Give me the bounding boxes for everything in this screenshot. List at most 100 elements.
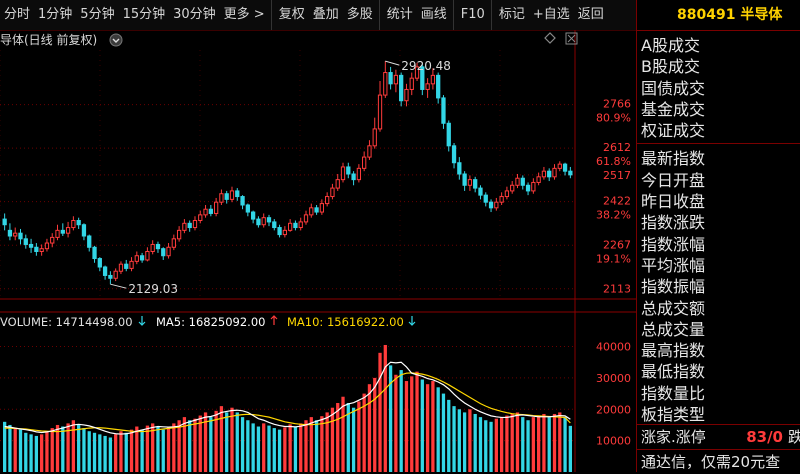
- candle: [266, 214, 272, 227]
- candle: [124, 259, 129, 272]
- toolbar-item-7[interactable]: 叠加: [312, 7, 339, 22]
- candle: [504, 186, 510, 200]
- volume-bar: [277, 429, 282, 472]
- volume-bar: [124, 432, 128, 472]
- volume-bar: [547, 417, 551, 472]
- low-label: 2129.03: [128, 282, 178, 296]
- volume-bar: [156, 426, 160, 472]
- toolbar-item-9[interactable]: 统计: [378, 0, 417, 30]
- candle: [473, 176, 478, 193]
- toolbar-item-5[interactable]: 更多 >: [223, 7, 265, 22]
- volume-bar: [484, 420, 488, 472]
- volume-bar: [510, 413, 514, 472]
- volume-bar: [563, 417, 567, 472]
- toolbar-item-8[interactable]: 多股: [346, 7, 373, 22]
- candle: [552, 164, 557, 180]
- ma5-line: [4, 361, 571, 435]
- candle: [547, 168, 552, 182]
- volume-bar: [151, 423, 155, 472]
- volume-bar: [135, 426, 139, 472]
- candle: [235, 188, 240, 201]
- candle: [293, 220, 298, 231]
- volume-bar: [478, 417, 483, 472]
- candle: [166, 243, 171, 259]
- limit-row: 涨家.涨停 83/0 跌: [637, 424, 800, 449]
- volume-bar: [388, 365, 393, 472]
- up-arrow-icon: [270, 315, 278, 325]
- toolbar-item-6[interactable]: 复权: [270, 0, 309, 30]
- candle: [562, 162, 568, 176]
- volume-bar: [336, 403, 340, 472]
- volume-bar: [251, 423, 255, 472]
- toolbar-item-12[interactable]: 标记: [490, 0, 529, 30]
- promo-text[interactable]: 通达信，仅需20元查: [641, 453, 781, 471]
- volume-bar: [140, 429, 144, 472]
- candle: [229, 186, 235, 203]
- volume-bar: [145, 425, 150, 472]
- promo-row[interactable]: 通达信，仅需20元查: [637, 449, 800, 474]
- volume-bar: [283, 427, 287, 472]
- candle: [298, 217, 303, 231]
- volume-bar: [462, 412, 467, 472]
- close-icon[interactable]: [565, 32, 578, 45]
- volume-tick: 10000: [596, 435, 631, 448]
- field-label: 指数振幅: [641, 277, 706, 297]
- volume-bar: [71, 420, 76, 472]
- candle: [430, 68, 436, 90]
- ma10-line: [4, 372, 571, 433]
- volume-bar: [399, 370, 403, 472]
- annotations: 2920.48 2129.03: [110, 59, 451, 296]
- toolbar-item-2[interactable]: 5分钟: [80, 7, 115, 22]
- candle: [372, 117, 377, 149]
- candle: [515, 174, 520, 189]
- field-label: 总成交量: [641, 319, 706, 339]
- candle: [383, 61, 388, 98]
- candle: [457, 157, 462, 180]
- ma10-label: MA10: 15616922.00: [287, 315, 404, 329]
- toolbar-item-0[interactable]: 分时: [4, 7, 31, 22]
- field-label: 指数量比: [641, 383, 706, 403]
- volume-bar: [552, 413, 557, 472]
- candle: [113, 268, 118, 282]
- toolbar-item-3[interactable]: 15分钟: [122, 7, 166, 22]
- candle: [309, 203, 314, 218]
- volume-bar: [357, 401, 361, 472]
- volume-bar: [383, 344, 387, 472]
- diamond-icon[interactable]: [544, 32, 556, 44]
- volume-bar: [108, 437, 113, 472]
- toolbar-item-10[interactable]: 画线: [420, 7, 447, 22]
- chart-header: 导体(日线 前复权): [0, 32, 578, 47]
- toolbar-item-14[interactable]: 返回: [577, 7, 604, 22]
- candle: [494, 197, 499, 211]
- toolbar-item-1[interactable]: 1分钟: [38, 7, 73, 22]
- volume-bar: [351, 407, 356, 472]
- candle: [97, 257, 102, 272]
- volume-bar: [34, 435, 39, 472]
- candle: [388, 66, 393, 90]
- candle: [520, 175, 525, 190]
- dropdown-icon[interactable]: [109, 33, 123, 47]
- volume-bar: [536, 415, 541, 472]
- toolbar-item-4[interactable]: 30分钟: [173, 7, 216, 22]
- candle: [71, 216, 76, 231]
- candle: [240, 195, 245, 210]
- volume-bar: [515, 412, 520, 472]
- volume-bar: [50, 428, 54, 472]
- volume-bar: [225, 412, 229, 472]
- toolbar-item-13[interactable]: +自选: [532, 7, 570, 22]
- price-tick: 2517: [603, 169, 631, 182]
- toolbar-item-11[interactable]: F10: [452, 0, 489, 30]
- volume-header: VOLUME: 14714498.00 MA5: 16825092.00 MA10:…: [0, 315, 416, 329]
- volume-bar: [198, 415, 202, 472]
- down-arrow-icon: [408, 316, 416, 326]
- field-label: 最新指数: [641, 149, 706, 169]
- volume-bar: [61, 426, 65, 472]
- price-tick: 2267: [603, 238, 631, 251]
- price-tick: 19.1%: [596, 252, 631, 265]
- volume-bar: [3, 421, 7, 472]
- candle: [198, 210, 203, 224]
- candle: [414, 62, 420, 81]
- candle: [356, 164, 362, 183]
- candle: [483, 192, 488, 207]
